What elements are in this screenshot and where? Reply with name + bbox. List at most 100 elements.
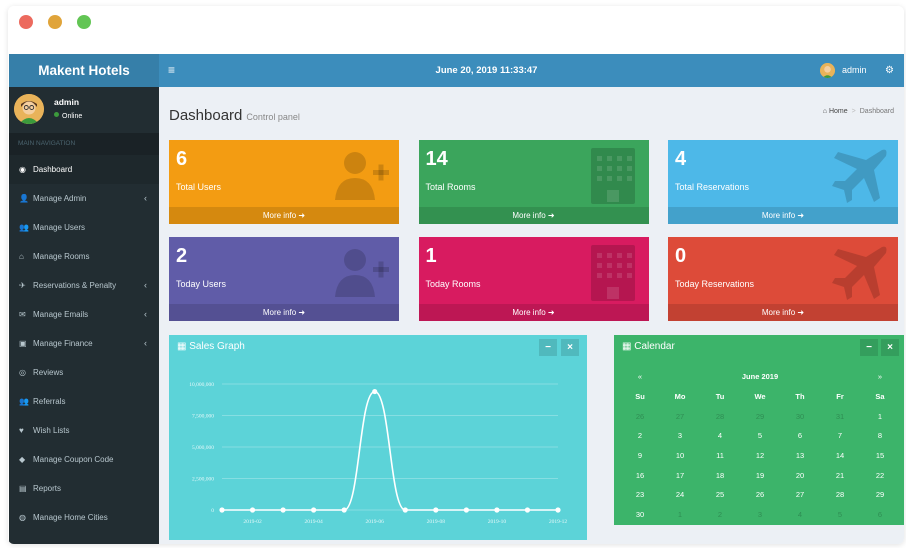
gear-icon[interactable]: ⚙ (885, 65, 894, 76)
calendar-day[interactable]: 20 (795, 470, 805, 480)
sales-graph-header: ▦ Sales Graph − × (169, 335, 587, 359)
calendar-panel: ▦ Calendar − × « June 2019 » Su Mo Tu We Th Fr Sa… (614, 335, 904, 525)
chevron-left-icon: ‹ (144, 338, 147, 348)
calendar-day[interactable]: 30 (795, 411, 805, 421)
x-tick-label: 2019-10 (488, 519, 507, 525)
more-info-link[interactable]: More info ➜ (668, 207, 898, 224)
user-status: Online (54, 112, 82, 120)
calendar-day[interactable]: 2 (637, 431, 643, 441)
sidebar-item-reservations-penalty[interactable]: ✈ Reservations & Penalty ‹ (9, 271, 159, 300)
sidebar-item-manage-users[interactable]: 👥 Manage Users (9, 213, 159, 242)
plane-icon: ✈ (19, 281, 26, 290)
calendar-day[interactable]: 3 (677, 431, 683, 441)
calendar-day[interactable]: 4 (797, 510, 803, 520)
calendar-day[interactable]: 22 (875, 470, 885, 480)
more-info-link[interactable]: More info ➜ (169, 207, 399, 224)
calendar-day[interactable]: 8 (877, 431, 883, 441)
calendar-header: ▦ Calendar − × (614, 335, 904, 359)
calendar-day[interactable]: 18 (715, 470, 725, 480)
stat-box-total-rooms: 14 Total Rooms More info ➜ (418, 140, 649, 224)
close-window-button[interactable] (19, 15, 33, 29)
weekday-label: Mo (674, 392, 686, 402)
calendar-day[interactable]: 31 (835, 411, 845, 421)
sidebar-item-label: Manage Coupon Code (33, 455, 114, 464)
close-button[interactable]: × (881, 339, 899, 356)
sales-data-point (463, 507, 469, 513)
calendar-day[interactable]: 27 (795, 490, 805, 500)
stat-label: Today Rooms (425, 279, 481, 289)
calendar-day[interactable]: 11 (716, 451, 724, 461)
avatar-small[interactable] (820, 63, 835, 78)
sidebar-item-dashboard[interactable]: ◉ Dashboard (9, 155, 159, 184)
calendar-day[interactable]: 5 (757, 431, 763, 441)
calendar-day[interactable]: 12 (755, 451, 765, 461)
stat-value: 1 (425, 245, 437, 267)
plane-icon (830, 146, 890, 204)
user-menu[interactable]: admin (842, 65, 867, 75)
brand-logo[interactable]: Makent Hotels (9, 54, 159, 87)
sidebar-item-manage-coupon-code[interactable]: ◆ Manage Coupon Code (9, 445, 159, 474)
calendar-next-button[interactable]: » (877, 372, 883, 382)
calendar-day[interactable]: 3 (757, 510, 763, 520)
more-info-link[interactable]: More info ➜ (169, 304, 399, 321)
sales-data-point (219, 507, 225, 513)
calendar-day[interactable]: 26 (635, 411, 645, 421)
sidebar-item-manage-admin[interactable]: 👤 Manage Admin ‹ (9, 184, 159, 213)
close-button[interactable]: × (561, 339, 579, 356)
calendar-day[interactable]: 19 (755, 470, 765, 480)
calendar-day[interactable]: 25 (715, 490, 725, 500)
minimize-button[interactable]: − (860, 339, 878, 356)
calendar-day[interactable]: 6 (797, 431, 803, 441)
calendar-day[interactable]: 17 (675, 470, 685, 480)
calendar-day[interactable]: 2 (717, 510, 723, 520)
chevron-left-icon: ‹ (144, 193, 147, 203)
sidebar-item-manage-home-cities[interactable]: ◍ Manage Home Cities (9, 503, 159, 532)
calendar-day[interactable]: 23 (635, 490, 645, 500)
calendar-month-title[interactable]: June 2019 (741, 372, 779, 382)
more-info-link[interactable]: More info ➜ (668, 304, 898, 321)
calendar-day[interactable]: 28 (835, 490, 845, 500)
more-info-link[interactable]: More info ➜ (418, 207, 649, 224)
stat-value: 0 (675, 245, 687, 267)
calendar-day[interactable]: 10 (675, 451, 685, 461)
sidebar-item-wish-lists[interactable]: ♥ Wish Lists (9, 416, 159, 445)
sidebar-item-reviews[interactable]: ◎ Reviews (9, 358, 159, 387)
sidebar-item-reports[interactable]: ▤ Reports (9, 474, 159, 503)
calendar-day[interactable]: 4 (717, 431, 723, 441)
sidebar-item-label: Referrals (33, 397, 66, 406)
sidebar-toggle-icon[interactable]: ≡ (168, 63, 176, 77)
calendar-day[interactable]: 26 (755, 490, 765, 500)
calendar-day[interactable]: 5 (837, 510, 843, 520)
sales-data-point (433, 507, 439, 513)
maximize-window-button[interactable] (77, 15, 91, 29)
breadcrumb: ⌂ Home > Dashboard (823, 108, 894, 115)
calendar-day[interactable]: 13 (795, 451, 805, 461)
more-info-link[interactable]: More info ➜ (418, 304, 649, 321)
weekday-label: Th (795, 392, 805, 402)
calendar-day[interactable]: 21 (835, 470, 845, 480)
calendar-day[interactable]: 14 (835, 451, 845, 461)
calendar-day[interactable]: 7 (837, 431, 843, 441)
calendar-day[interactable]: 15 (875, 451, 885, 461)
breadcrumb-home[interactable]: Home (828, 108, 848, 115)
calendar-day[interactable]: 1 (677, 510, 683, 520)
calendar-day[interactable]: 24 (675, 490, 685, 500)
sidebar: admin Online MAIN NAVIGATION ◉ Dashboard 👤… (9, 87, 159, 544)
calendar-day[interactable]: 29 (755, 411, 765, 421)
calendar-day[interactable]: 27 (675, 411, 685, 421)
users-icon: 👥 (19, 223, 29, 232)
sidebar-item-manage-rooms[interactable]: ⌂ Manage Rooms (9, 242, 159, 271)
calendar-day[interactable]: 16 (635, 470, 645, 480)
minimize-button[interactable]: − (539, 339, 557, 356)
calendar-day[interactable]: 29 (875, 490, 885, 500)
calendar-day[interactable]: 1 (877, 411, 883, 421)
calendar-prev-button[interactable]: « (637, 372, 643, 382)
calendar-day[interactable]: 9 (637, 451, 643, 461)
minimize-window-button[interactable] (48, 15, 62, 29)
sidebar-item-manage-finance[interactable]: ▣ Manage Finance ‹ (9, 329, 159, 358)
calendar-day[interactable]: 28 (715, 411, 725, 421)
sidebar-item-manage-emails[interactable]: ✉ Manage Emails ‹ (9, 300, 159, 329)
calendar-day[interactable]: 6 (877, 510, 883, 520)
sidebar-item-referrals[interactable]: 👥 Referrals (9, 387, 159, 416)
calendar-day[interactable]: 30 (635, 510, 645, 520)
